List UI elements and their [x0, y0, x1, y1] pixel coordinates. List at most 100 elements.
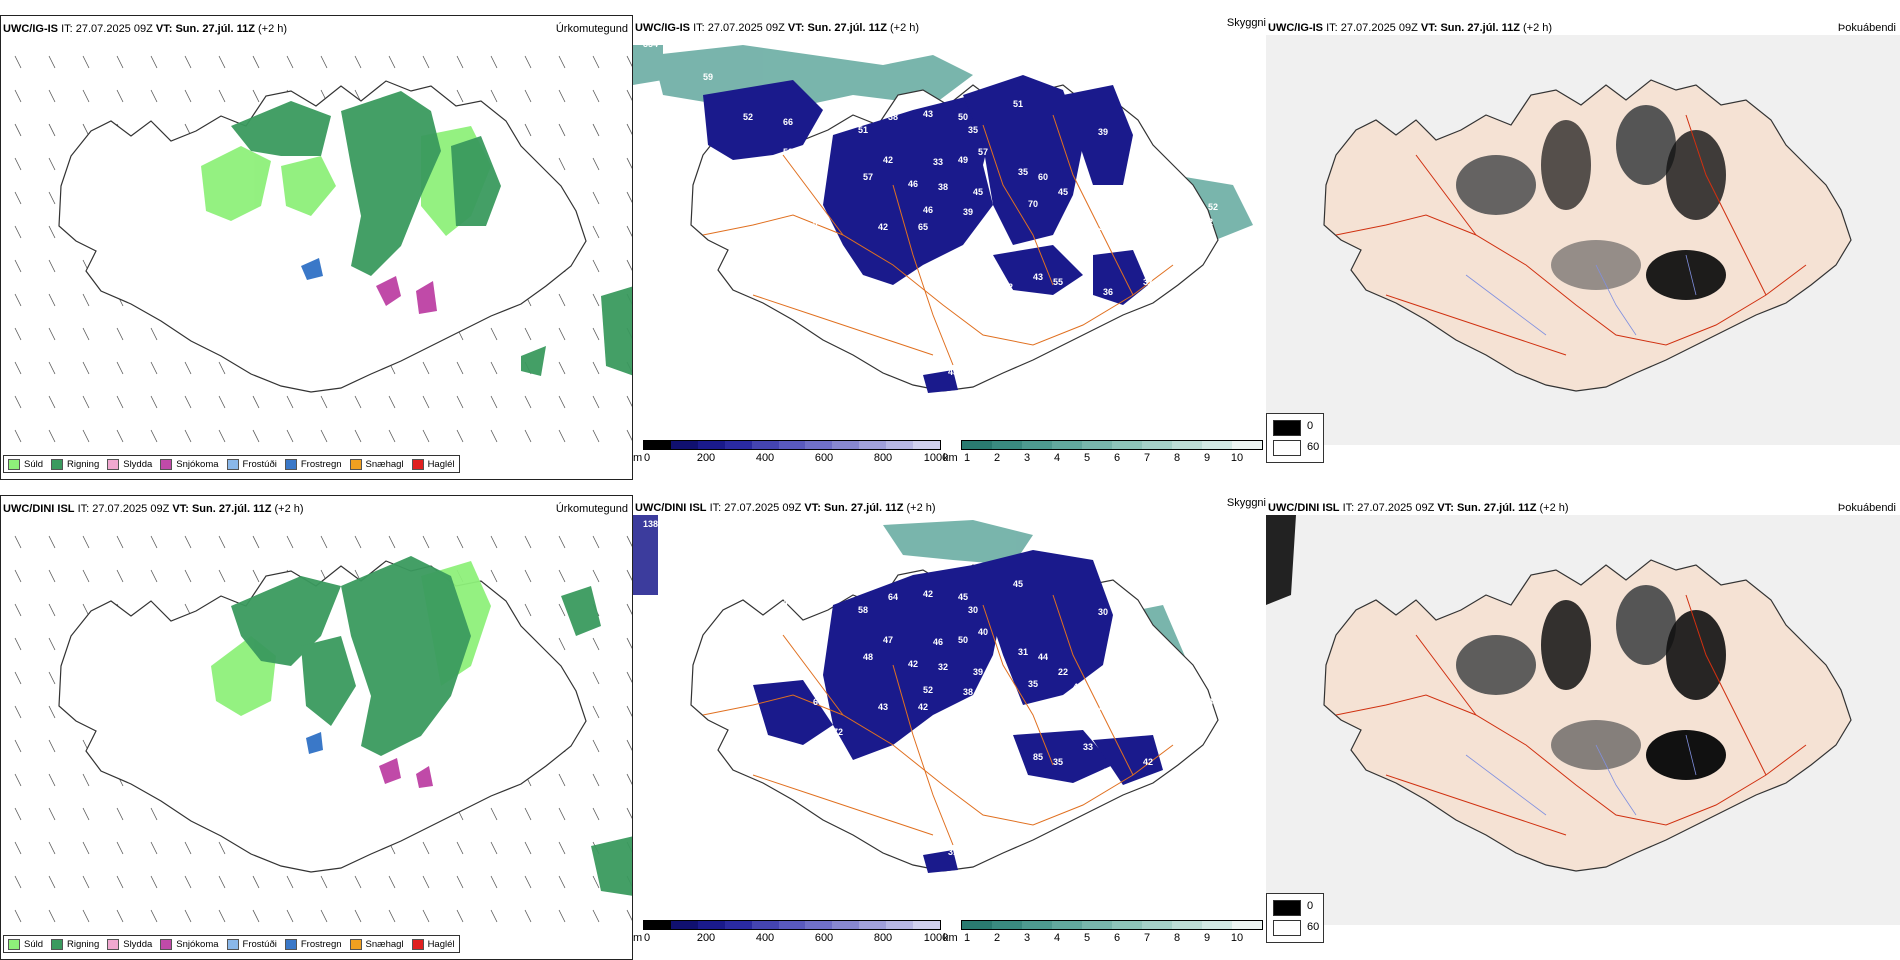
ceiling-value-label: 70 — [1028, 199, 1038, 209]
panel-title: UWC/IG-IS IT: 27.07.2025 09Z VT: Sun. 27… — [1268, 22, 1553, 34]
ceiling-value-label: 52 — [1208, 202, 1218, 212]
wind-barb — [354, 535, 362, 549]
wind-barb — [388, 875, 396, 889]
ceiling-value-label: 39 — [1098, 127, 1108, 137]
legend-item: Slydda — [107, 938, 152, 950]
ceiling-value-label: 46 — [908, 179, 918, 189]
wind-barb — [82, 841, 90, 855]
fog-area — [1541, 120, 1591, 210]
wind-barb — [354, 55, 362, 69]
ceiling-value-label: 45 — [1058, 187, 1068, 197]
wind-barb — [490, 361, 498, 375]
panel-title: UWC/DINI ISL IT: 27.07.2025 09Z VT: Sun.… — [1268, 502, 1569, 514]
wind-barb — [150, 55, 158, 69]
wind-barb — [388, 909, 396, 923]
wind-barb — [524, 603, 532, 617]
wind-barb — [456, 875, 464, 889]
ceiling-value-label: 90 — [868, 287, 878, 297]
fog-area — [1646, 250, 1726, 300]
wind-barb — [116, 875, 124, 889]
wind-barb — [150, 361, 158, 375]
ceiling-value-label: 45 — [1013, 579, 1023, 589]
ceiling-value-label: 33 — [988, 775, 998, 785]
wind-barb — [116, 841, 124, 855]
wind-barb — [286, 395, 294, 409]
wind-barb — [14, 55, 22, 69]
ceiling-value-label: 49 — [958, 155, 968, 165]
wind-barb — [592, 637, 600, 651]
fog-area — [1456, 155, 1536, 215]
ceiling-value-label: 35 — [1138, 147, 1148, 157]
ceiling-value-label: 62 — [783, 247, 793, 257]
wind-barb — [48, 671, 56, 685]
wind-barb — [626, 909, 632, 921]
wind-barb — [82, 773, 90, 787]
wind-barb — [592, 875, 600, 889]
ceiling-value-label: 35 — [1028, 679, 1038, 689]
legend-item: Súld — [8, 938, 43, 950]
precip-map — [14, 535, 632, 923]
wind-barb — [184, 429, 192, 443]
wind-barb — [592, 327, 600, 341]
wind-barb — [48, 55, 56, 69]
wind-barb — [184, 569, 192, 583]
wind-barb — [150, 89, 158, 103]
wind-barb — [286, 909, 294, 923]
wind-barb — [558, 875, 566, 889]
ceiling-value-label: 47 — [883, 635, 893, 645]
wind-barb — [626, 807, 632, 819]
wind-barb — [592, 535, 600, 549]
wind-barb — [626, 191, 632, 203]
wind-barb — [116, 429, 124, 443]
wind-barb — [626, 603, 632, 615]
wind-barb — [626, 157, 632, 169]
wind-barb — [524, 89, 532, 103]
wind-barb — [354, 875, 362, 889]
ceiling-value-label: 47 — [963, 737, 973, 747]
wind-barb — [490, 569, 498, 583]
wind-barb — [558, 603, 566, 617]
visibility-label: Skyggni — [1226, 17, 1266, 29]
wind-barb — [82, 293, 90, 307]
wind-barb — [252, 55, 260, 69]
wind-barb — [150, 327, 158, 341]
wind-barb — [14, 123, 22, 137]
wind-barb — [14, 361, 22, 375]
legend-item: Súld — [8, 458, 43, 470]
ceiling-value-label: 83 — [988, 295, 998, 305]
wind-barb — [82, 327, 90, 341]
wind-barb — [218, 535, 226, 549]
ceiling-value-label: 30 — [1098, 607, 1108, 617]
wind-barb — [490, 841, 498, 855]
wind-barb — [626, 259, 632, 271]
wind-barb — [48, 603, 56, 617]
ceiling-value-label: 42 — [883, 155, 893, 165]
ceiling-value-label: 50 — [958, 635, 968, 645]
wind-barb — [252, 395, 260, 409]
ceiling-value-label: 32 — [938, 662, 948, 672]
wind-barb — [116, 569, 124, 583]
wind-barb — [558, 909, 566, 923]
wind-barb — [558, 841, 566, 855]
wind-barb — [184, 909, 192, 923]
precip-legend: Súld Rigning Slydda Snjókoma Frostúði Fr… — [3, 455, 460, 473]
wind-barb — [388, 55, 396, 69]
wind-barb — [592, 909, 600, 923]
wind-barb — [558, 807, 566, 821]
visibility-label: Skyggni — [1226, 497, 1266, 509]
wind-barb — [218, 395, 226, 409]
wind-barb — [48, 569, 56, 583]
wind-barb — [626, 225, 632, 237]
wind-barb — [218, 55, 226, 69]
wind-barb — [490, 429, 498, 443]
wind-barb — [320, 535, 328, 549]
ceiling-value-label: 48 — [863, 652, 873, 662]
wind-barb — [524, 909, 532, 923]
legend-item: Frostúði — [226, 938, 277, 950]
fog-indicator-label: Þokuábendi — [1837, 502, 1896, 514]
wind-barb — [422, 875, 430, 889]
wind-barb — [626, 739, 632, 751]
wind-barb — [422, 841, 430, 855]
wind-barb — [14, 395, 22, 409]
ceiling-value-label: 46 — [923, 205, 933, 215]
